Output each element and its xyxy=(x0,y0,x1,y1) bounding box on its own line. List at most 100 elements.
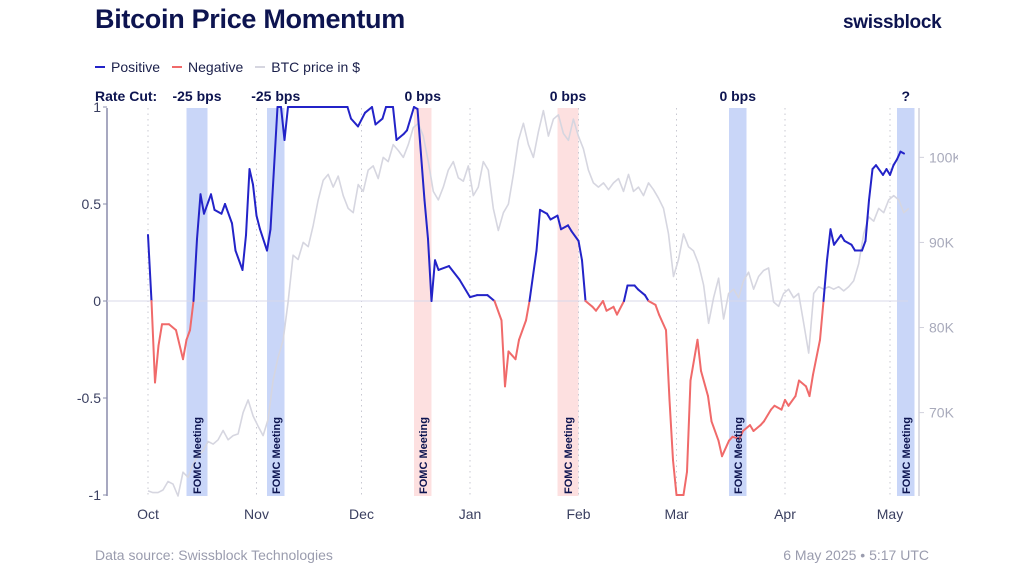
data-source: Data source: Swissblock Technologies xyxy=(95,547,333,563)
momentum-segment-positive xyxy=(357,111,366,128)
momentum-segment-positive xyxy=(406,106,415,132)
legend-swatch-btc-price xyxy=(255,66,266,68)
momentum-segment-positive xyxy=(899,150,905,155)
momentum-segment-positive xyxy=(371,106,377,126)
momentum-segment-positive xyxy=(528,249,538,302)
momentum-segment-negative xyxy=(612,305,618,316)
momentum-segment-negative xyxy=(731,435,741,440)
momentum-segment-positive xyxy=(644,294,650,302)
fomc-meeting-label: FOMC Meeting xyxy=(271,417,283,494)
rate-cut-prefix: Rate Cut: xyxy=(95,88,157,104)
momentum-segment-positive xyxy=(234,249,244,271)
momentum-segment-positive xyxy=(269,106,279,231)
momentum-segment-positive xyxy=(430,259,436,302)
momentum-segment-negative xyxy=(658,313,667,332)
legend: Positive Negative BTC price in $ xyxy=(95,59,360,75)
momentum-segment-negative xyxy=(738,429,744,440)
momentum-segment-negative xyxy=(763,408,772,423)
left-tick-label: 0 xyxy=(93,293,101,309)
x-tick-label: Mar xyxy=(664,506,688,522)
momentum-segment-positive xyxy=(861,239,867,252)
momentum-segment-positive xyxy=(843,239,853,246)
momentum-segment-negative xyxy=(787,395,797,407)
momentum-segment-positive xyxy=(567,224,573,233)
right-tick-label: 80K xyxy=(929,320,955,336)
momentum-segment-negative xyxy=(665,329,671,401)
momentum-segment-negative xyxy=(185,329,191,341)
rate-cut-label: -25 bps xyxy=(251,88,300,104)
momentum-segment-positive xyxy=(196,193,202,240)
momentum-segment-positive xyxy=(423,199,429,240)
legend-label: Positive xyxy=(111,59,161,75)
timestamp: 6 May 2025 • 5:17 UTC xyxy=(783,547,929,563)
momentum-segment-positive xyxy=(231,222,237,252)
momentum-segment-negative xyxy=(175,329,184,361)
rate-cut-label: 0 bps xyxy=(719,88,756,104)
momentum-segment-negative xyxy=(773,404,783,411)
momentum-segment-negative xyxy=(616,300,625,316)
legend-item-btc-price: BTC price in $ xyxy=(255,59,360,75)
rate-cut-label: -25 bps xyxy=(172,88,221,104)
momentum-segment-positive xyxy=(241,234,247,271)
momentum-segment-negative xyxy=(584,300,594,308)
momentum-segment-positive xyxy=(896,150,902,161)
btc-price-line xyxy=(147,109,910,497)
momentum-segment-negative xyxy=(514,338,520,361)
x-tick-label: Apr xyxy=(774,506,796,522)
momentum-segment-negative xyxy=(710,420,720,442)
legend-label: Negative xyxy=(188,59,244,75)
momentum-segment-negative xyxy=(808,373,814,398)
momentum-segment-negative xyxy=(780,398,786,411)
rate-cut-label: 0 bps xyxy=(550,88,587,104)
momentum-segment-positive xyxy=(637,288,646,297)
momentum-segment-positive xyxy=(570,230,580,242)
momentum-segment-positive xyxy=(875,164,884,176)
legend-item-positive: Positive xyxy=(95,59,160,75)
momentum-segment-positive xyxy=(427,237,433,302)
left-tick-label: 1 xyxy=(93,99,101,115)
momentum-segment-negative xyxy=(168,323,177,332)
momentum-segment-negative xyxy=(752,424,762,432)
momentum-segment-positive xyxy=(549,214,559,221)
momentum-segment-positive xyxy=(546,212,552,221)
momentum-segment-positive xyxy=(840,234,846,242)
legend-swatch-positive xyxy=(95,66,105,68)
momentum-segment-positive xyxy=(346,106,352,120)
momentum-segment-negative xyxy=(654,303,660,316)
momentum-segment-positive xyxy=(539,208,548,215)
momentum-segment-positive xyxy=(392,106,398,141)
momentum-segment-negative xyxy=(707,395,713,423)
momentum-segment-negative xyxy=(605,305,615,312)
x-tick-label: Dec xyxy=(349,506,374,522)
momentum-segment-positive xyxy=(199,193,205,215)
fomc-band xyxy=(557,108,579,496)
momentum-segment-negative xyxy=(672,459,678,496)
momentum-segment-positive xyxy=(374,117,384,126)
x-tick-label: Feb xyxy=(566,506,590,522)
fomc-meeting-label: FOMC Meeting xyxy=(901,417,913,494)
momentum-segment-positive xyxy=(381,106,387,120)
momentum-segment-positive xyxy=(850,243,856,252)
momentum-segment-positive xyxy=(210,193,216,211)
fomc-band xyxy=(729,108,747,496)
fomc-band xyxy=(414,108,432,496)
right-tick-label: 100K xyxy=(929,149,962,165)
momentum-segment-positive xyxy=(259,228,268,252)
momentum-segment-negative xyxy=(682,470,688,496)
momentum-segment-negative xyxy=(798,379,807,388)
momentum-segment-negative xyxy=(189,300,195,332)
momentum-segment-negative xyxy=(647,300,657,306)
momentum-segment-positive xyxy=(556,214,562,231)
swissblock-logo: swissblock xyxy=(843,12,942,33)
momentum-segment-positive xyxy=(822,259,828,302)
momentum-segment-positive xyxy=(252,183,258,217)
momentum-segment-negative xyxy=(525,300,531,322)
momentum-segment-negative xyxy=(721,439,730,458)
momentum-segment-positive xyxy=(826,228,832,262)
momentum-segment-negative xyxy=(507,350,517,361)
x-tick-label: Oct xyxy=(137,506,159,522)
momentum-segment-positive xyxy=(213,208,223,215)
momentum-segment-positive xyxy=(868,168,874,202)
momentum-segment-positive xyxy=(192,237,198,302)
